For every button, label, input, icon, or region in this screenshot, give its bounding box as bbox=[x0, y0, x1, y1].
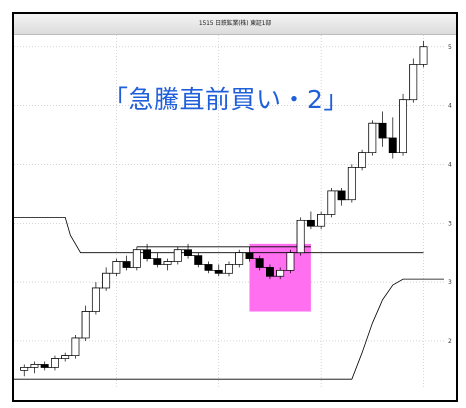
candle-body bbox=[276, 269, 285, 277]
candle-body bbox=[225, 264, 233, 274]
candle-body bbox=[132, 249, 141, 268]
grid bbox=[14, 35, 444, 388]
candles bbox=[20, 40, 428, 377]
y-tick-labels: 5 4 4 3 3 2 bbox=[448, 44, 452, 345]
candle-body bbox=[214, 269, 223, 274]
title-bar: 1515 日鉄鉱業(株) 東証1部 bbox=[14, 14, 456, 35]
indicator-lines bbox=[14, 216, 444, 380]
candle-body bbox=[30, 364, 39, 368]
candle-body bbox=[235, 252, 244, 265]
candle-body bbox=[143, 249, 152, 259]
candle-body bbox=[81, 311, 90, 339]
candle-body bbox=[317, 214, 326, 227]
candle-body bbox=[255, 258, 264, 268]
candle-body bbox=[245, 252, 254, 259]
candle-body bbox=[368, 122, 377, 154]
candle-body bbox=[296, 219, 305, 254]
candle-body bbox=[91, 287, 100, 312]
candle-body bbox=[112, 261, 121, 274]
candle-body bbox=[153, 258, 162, 265]
candle-body bbox=[61, 355, 70, 359]
candle-body bbox=[358, 152, 367, 168]
candle-body bbox=[286, 252, 295, 271]
candle-body bbox=[388, 137, 397, 154]
chart-title: 1515 日鉄鉱業(株) 東証1部 bbox=[198, 20, 272, 27]
candle-body bbox=[184, 249, 192, 256]
candle-body bbox=[409, 64, 418, 101]
y-tick-label: 3 bbox=[448, 220, 452, 227]
candle-body bbox=[122, 261, 131, 268]
y-tick-label: 4 bbox=[448, 161, 452, 168]
candle-body bbox=[20, 367, 29, 371]
y-tick-label: 3 bbox=[448, 279, 452, 286]
candle-body bbox=[194, 255, 203, 265]
annotation-text: 「急騰直前買い・2」 bbox=[103, 85, 349, 114]
candle-body bbox=[337, 190, 346, 201]
candle-body bbox=[163, 261, 172, 265]
candle-body bbox=[51, 358, 59, 368]
candle-body bbox=[71, 337, 80, 356]
candle-body bbox=[306, 219, 315, 227]
candle-body bbox=[173, 249, 182, 262]
y-tick-label: 2 bbox=[448, 338, 452, 345]
candle-body bbox=[399, 99, 407, 154]
y-tick-label: 5 bbox=[448, 44, 452, 51]
candle-body bbox=[419, 46, 428, 65]
candle-body bbox=[102, 272, 111, 289]
candle-body bbox=[40, 364, 49, 368]
candle-body bbox=[347, 167, 356, 201]
lower-band-line bbox=[14, 278, 444, 380]
y-tick-label: 4 bbox=[448, 103, 452, 110]
candle-body bbox=[378, 122, 387, 139]
candle-body bbox=[327, 190, 336, 215]
candle-body bbox=[204, 264, 213, 271]
upper-band-line bbox=[14, 216, 424, 254]
candle-body bbox=[266, 267, 274, 277]
